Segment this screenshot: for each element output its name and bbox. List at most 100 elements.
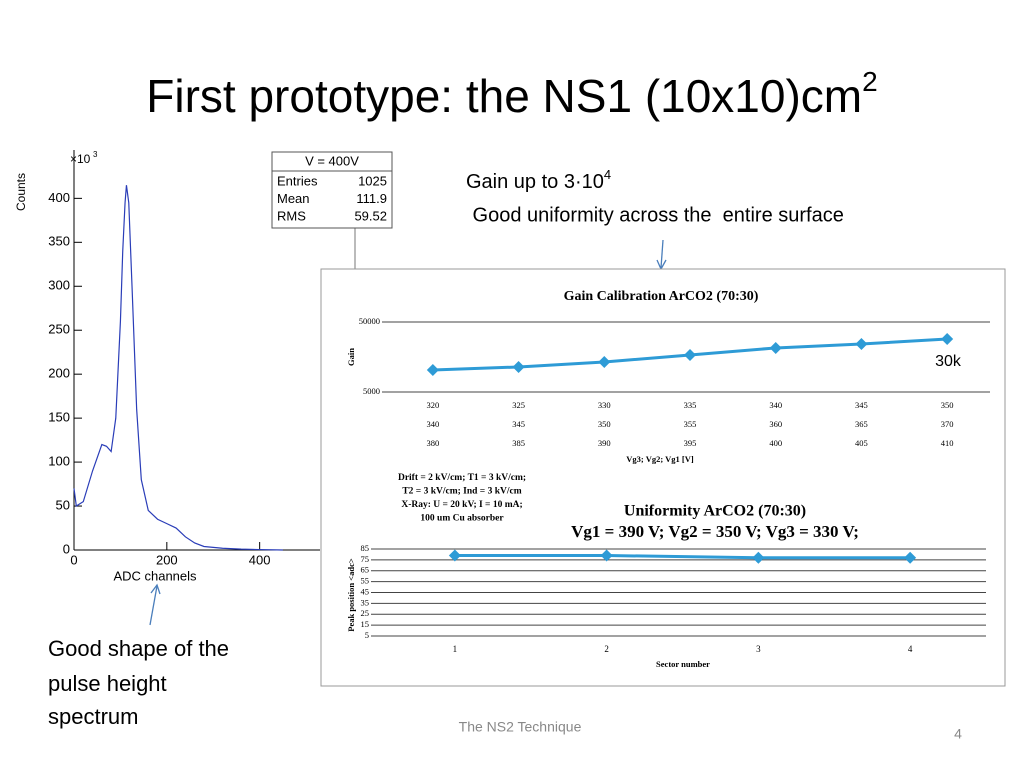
- point-marker: [855, 338, 868, 351]
- x-tick-label: 340: [426, 419, 439, 429]
- arrow: [149, 585, 158, 626]
- y-tick-label: 35: [361, 597, 370, 607]
- x-tick-label: 330: [598, 400, 611, 410]
- point-marker: [904, 551, 917, 564]
- x-tick-label: 325: [512, 400, 525, 410]
- y-tick-label: 25: [361, 608, 370, 618]
- point-marker: [684, 348, 696, 361]
- x-tick-label: 3: [756, 644, 761, 654]
- shape-note-line: Good shape of the: [48, 636, 229, 661]
- x-tick-label: 335: [684, 400, 697, 410]
- y-tick-label: 5: [365, 630, 369, 640]
- x-tick-label: 320: [426, 400, 439, 410]
- y-tick-label: 50: [56, 497, 70, 512]
- stats-label: Mean: [277, 191, 310, 206]
- x-tick-label: 350: [598, 419, 611, 429]
- x-tick-label: 410: [941, 438, 954, 448]
- y-tick-label: 75: [361, 554, 370, 564]
- y-tick-label: 400: [48, 190, 70, 205]
- point-marker: [512, 360, 525, 373]
- point-marker: [448, 549, 461, 562]
- point-marker: [752, 551, 765, 564]
- x-tick-label: 4: [908, 644, 913, 654]
- y-tick-label: 150: [48, 410, 70, 425]
- y-tick-label: 350: [48, 234, 70, 249]
- y-tick-label: 200: [48, 366, 70, 381]
- x-axis-label: Sector number: [656, 659, 710, 669]
- chart-subtitle: Vg1 = 390 V; Vg2 = 350 V; Vg3 = 330 V;: [571, 522, 859, 541]
- y-tick-label: 55: [361, 576, 370, 586]
- title-text: First prototype: the NS1 (10x10)cm: [146, 70, 862, 122]
- stats-value: 1025: [358, 173, 387, 188]
- page-number: 4: [954, 726, 962, 742]
- stats-label: RMS: [277, 208, 306, 223]
- y-tick-label: 65: [361, 565, 370, 575]
- x-tick-label: 360: [769, 419, 782, 429]
- y-tick-label: 15: [361, 619, 370, 629]
- note-line: T2 = 3 kV/cm; Ind = 3 kV/cm: [402, 487, 521, 497]
- annotation: 30k: [935, 353, 962, 370]
- y-tick-label: 100: [48, 454, 70, 469]
- series-line: [454, 554, 911, 560]
- point-marker: [600, 549, 613, 562]
- x-tick-label: 380: [426, 438, 439, 448]
- y-axis-label: Peak position <adc>: [346, 558, 356, 632]
- x-tick-label: 1: [453, 644, 458, 654]
- y-multiplier: ×10: [70, 152, 91, 166]
- arrow-head: [150, 583, 161, 595]
- y-tick-label: 250: [48, 322, 70, 337]
- stats-value: 111.9: [356, 191, 387, 206]
- x-tick-label: 365: [855, 419, 868, 429]
- y-axis-label: Gain: [346, 348, 356, 366]
- arrows: [149, 239, 667, 626]
- chart-title: Uniformity ArCO2 (70:30): [624, 503, 806, 520]
- x-axis-label: Vg3; Vg2; Vg1 [V]: [626, 454, 694, 464]
- x-tick-label: 400: [249, 552, 271, 567]
- y-tick-label: 0: [63, 541, 70, 556]
- x-tick-label: 385: [512, 438, 525, 448]
- point-marker: [769, 341, 782, 354]
- y-tick-label: 5000: [363, 386, 380, 396]
- stats-box: [271, 151, 393, 229]
- x-tick-label: 370: [941, 419, 954, 429]
- gain-note-superscript: 4: [604, 167, 611, 182]
- x-tick-label: 400: [769, 438, 782, 448]
- y-tick-label: 50000: [359, 316, 380, 326]
- gain-note: Gain up to 3·104: [466, 167, 611, 193]
- x-tick-label: 355: [684, 419, 697, 429]
- chart-title: Gain Calibration ArCO2 (70:30): [564, 289, 759, 304]
- x-tick-label: 390: [598, 438, 611, 448]
- arrow: [660, 239, 664, 269]
- note-line: 100 um Cu absorber: [420, 514, 504, 524]
- note-line: Drift = 2 kV/cm; T1 = 3 kV/cm;: [398, 473, 526, 483]
- y-tick-label: 85: [361, 543, 370, 553]
- x-axis-label: ADC channels: [113, 568, 197, 583]
- y-axis-label: Counts: [14, 173, 28, 211]
- x-tick-label: 345: [855, 400, 868, 410]
- slide-title: First prototype: the NS1 (10x10)cm2: [146, 66, 877, 122]
- image-frame: [320, 268, 1006, 687]
- y-multiplier-exponent: 3: [93, 150, 98, 159]
- y-tick-label: 45: [361, 586, 370, 596]
- x-tick-label: 405: [855, 438, 868, 448]
- point-marker: [426, 364, 439, 377]
- x-tick-label: 200: [156, 552, 178, 567]
- stats-title: V = 400V: [305, 153, 359, 168]
- x-tick-label: 350: [941, 400, 954, 410]
- x-tick-label: 345: [512, 419, 525, 429]
- uniformity-note: Good uniformity across the entire surfac…: [467, 204, 844, 226]
- footer: The NS2 Technique: [459, 719, 582, 735]
- x-tick-label: 340: [769, 400, 782, 410]
- x-tick-label: 0: [70, 552, 77, 567]
- series-line: [73, 185, 283, 551]
- shape-note-line: pulse height: [48, 671, 167, 696]
- x-tick-label: 2: [604, 644, 609, 654]
- point-marker: [941, 332, 954, 345]
- note-line: X-Ray: U = 20 kV; I = 10 mA;: [401, 500, 522, 510]
- stats-label: Entries: [277, 173, 318, 188]
- shape-note-line: spectrum: [48, 704, 138, 729]
- stats-value: 59.52: [354, 208, 387, 223]
- point-marker: [598, 356, 611, 369]
- y-tick-label: 300: [48, 278, 70, 293]
